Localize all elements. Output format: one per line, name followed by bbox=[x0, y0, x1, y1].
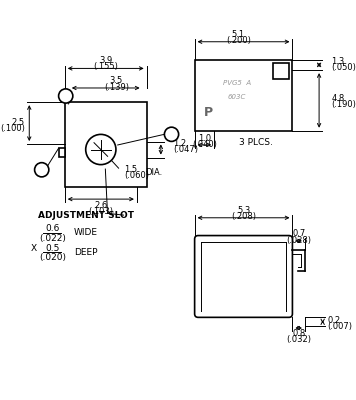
Circle shape bbox=[86, 134, 116, 165]
Text: 2: 2 bbox=[169, 130, 174, 139]
Text: ADJUSTMENT SLOT: ADJUSTMENT SLOT bbox=[38, 211, 134, 220]
Text: (.103): (.103) bbox=[88, 207, 113, 216]
Text: P: P bbox=[204, 106, 213, 119]
Bar bbox=[59, 148, 65, 157]
Text: 3.5: 3.5 bbox=[110, 76, 123, 85]
Text: (.208): (.208) bbox=[231, 212, 256, 221]
Text: 0.5: 0.5 bbox=[45, 244, 59, 252]
Text: 1.3: 1.3 bbox=[331, 57, 345, 66]
Text: 0.2: 0.2 bbox=[327, 316, 340, 324]
Text: (.007): (.007) bbox=[327, 322, 352, 331]
Text: 2.5: 2.5 bbox=[12, 118, 25, 127]
Text: (.200): (.200) bbox=[226, 36, 251, 45]
Text: 3.9: 3.9 bbox=[99, 56, 112, 65]
Text: 5.1: 5.1 bbox=[232, 30, 245, 39]
Text: (.155): (.155) bbox=[93, 62, 118, 71]
Text: X: X bbox=[31, 244, 37, 252]
Text: DEEP: DEEP bbox=[74, 248, 97, 257]
Text: 1.5: 1.5 bbox=[124, 164, 137, 174]
Text: (.040): (.040) bbox=[192, 140, 217, 149]
Text: 603C: 603C bbox=[227, 94, 246, 100]
Circle shape bbox=[164, 127, 179, 142]
Text: (.060): (.060) bbox=[124, 171, 149, 180]
Bar bbox=[195, 60, 292, 131]
Text: DIA.: DIA. bbox=[145, 168, 163, 177]
Text: 0.8: 0.8 bbox=[292, 329, 305, 338]
Text: WIDE: WIDE bbox=[74, 228, 98, 237]
Text: (.050): (.050) bbox=[331, 63, 356, 72]
Text: (.032): (.032) bbox=[286, 335, 311, 344]
Text: (.100): (.100) bbox=[0, 124, 25, 133]
Text: (.190): (.190) bbox=[331, 100, 356, 109]
Circle shape bbox=[59, 89, 73, 103]
Text: (.020): (.020) bbox=[39, 253, 66, 262]
Text: 1.2: 1.2 bbox=[173, 139, 187, 148]
Text: 4.8: 4.8 bbox=[331, 94, 345, 103]
Text: 0.7: 0.7 bbox=[292, 229, 305, 238]
Circle shape bbox=[35, 163, 49, 177]
Text: 3 PLCS.: 3 PLCS. bbox=[239, 138, 273, 147]
Bar bbox=[65, 102, 147, 187]
Text: 1: 1 bbox=[63, 92, 69, 100]
Text: 3: 3 bbox=[39, 165, 44, 174]
Text: 5.3: 5.3 bbox=[237, 206, 250, 215]
Bar bbox=[273, 63, 289, 79]
Text: (.022): (.022) bbox=[39, 234, 66, 243]
Text: (.047): (.047) bbox=[173, 145, 198, 154]
Text: (.028): (.028) bbox=[286, 236, 311, 244]
Text: 0.6: 0.6 bbox=[45, 224, 59, 233]
Text: 2.6: 2.6 bbox=[94, 201, 108, 210]
Text: 1.0: 1.0 bbox=[198, 134, 211, 143]
FancyBboxPatch shape bbox=[195, 236, 292, 317]
Text: (.139): (.139) bbox=[104, 82, 129, 92]
Text: PVG5  A: PVG5 A bbox=[222, 80, 251, 86]
